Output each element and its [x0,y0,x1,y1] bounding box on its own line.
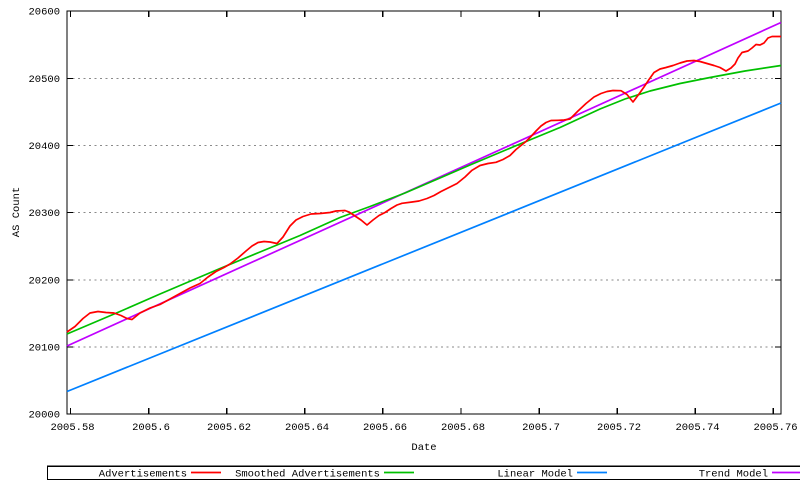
svg-text:20000: 20000 [28,410,60,422]
svg-text:2005.7: 2005.7 [522,422,560,434]
svg-text:2005.6: 2005.6 [132,422,170,434]
svg-text:Date: Date [411,442,436,454]
svg-text:Linear Model: Linear Model [497,469,573,480]
svg-text:2005.62: 2005.62 [207,422,251,434]
svg-text:2005.58: 2005.58 [50,422,94,434]
svg-text:2005.66: 2005.66 [363,422,407,434]
svg-text:Advertisements: Advertisements [99,469,187,480]
svg-text:2005.72: 2005.72 [597,422,641,434]
svg-text:2005.68: 2005.68 [441,422,485,434]
svg-text:Smoothed Advertisements: Smoothed Advertisements [235,469,380,480]
svg-text:AS Count: AS Count [11,187,23,237]
svg-text:20600: 20600 [28,7,60,19]
svg-text:20200: 20200 [28,276,60,288]
svg-text:2005.64: 2005.64 [285,422,329,434]
svg-text:Trend Model: Trend Model [699,469,768,480]
svg-text:20400: 20400 [28,141,60,153]
svg-text:2005.74: 2005.74 [675,422,719,434]
svg-text:20100: 20100 [28,343,60,355]
svg-text:20500: 20500 [28,74,60,86]
svg-text:20300: 20300 [28,208,60,220]
svg-text:2005.76: 2005.76 [753,422,797,434]
